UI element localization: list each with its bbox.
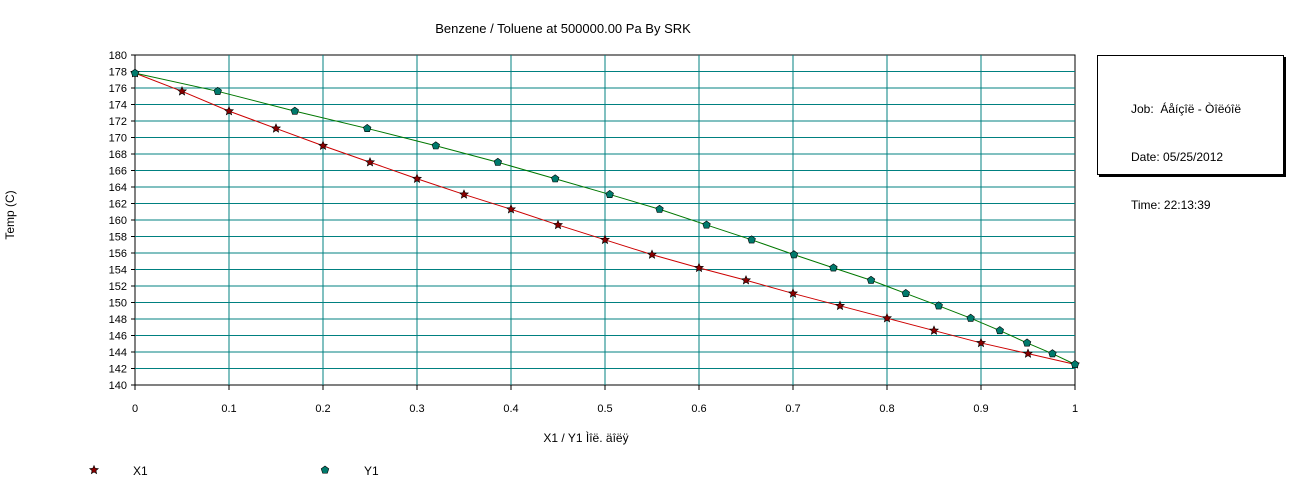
point-x1 [693,262,705,273]
point-y1 [290,106,299,115]
grid-lines [135,55,1075,385]
point-y1 [605,190,614,198]
point-x1 [740,274,752,285]
y-tick-label: 172 [109,116,127,128]
point-y1 [363,124,372,132]
y-tick-label: 174 [109,100,127,112]
point-x1 [975,337,987,348]
point-x1 [834,300,846,311]
x-tick-label: 1 [1072,403,1078,415]
point-y1 [934,301,943,310]
point-x1 [317,140,329,151]
y-tick-label: 146 [109,331,127,343]
x-tick-label: 0 [132,403,138,415]
x-tick-label: 0.2 [315,403,330,415]
job-label: Job: Áåíçîë - Òîëóîë [1131,102,1242,116]
y-tick-label: 148 [109,314,127,326]
y-axis-label: Temp (C) [3,190,17,239]
series-layer [129,67,1081,369]
point-y1 [1070,360,1080,368]
x-tick-label: 0.1 [221,403,236,415]
point-x1 [364,156,376,167]
point-x1 [505,203,517,214]
y-tick-label: 176 [109,83,127,95]
point-y1 [1048,349,1057,358]
legend-label-x1: X1 [133,464,148,478]
point-y1 [789,250,799,259]
legend-marker-y1 [320,465,330,474]
point-x1 [458,189,470,199]
y-tick-label: 180 [109,50,127,62]
y-tick-label: 178 [109,67,127,79]
point-y1 [431,141,440,150]
point-y1 [747,235,756,244]
point-x1 [552,219,564,230]
point-y1 [130,68,140,77]
x-tick-labels: 0 0.1 0.2 0.3 0.4 0.5 0.6 0.7 0.8 0.9 1 [132,385,1078,415]
point-x1 [599,234,611,245]
legend-marker-x1 [88,464,100,475]
point-x1 [270,123,282,133]
y-tick-label: 150 [109,298,127,310]
y-tick-label: 144 [109,347,127,359]
y-tick-label: 160 [109,215,127,227]
x-axis-label: X1 / Y1 Ìîë. äîëÿ [543,430,628,445]
point-y1 [966,313,975,322]
x-tick-label: 0.6 [691,403,706,415]
y-tick-label: 152 [109,281,127,293]
point-x1 [928,325,940,335]
point-y1 [493,157,502,166]
point-x1 [1022,348,1034,358]
x-tick-label: 0.9 [973,403,988,415]
x-tick-label: 0.7 [785,403,800,415]
y-tick-label: 170 [109,133,127,145]
point-x1 [881,312,893,323]
point-x1 [787,288,799,298]
point-x1 [646,249,658,259]
x-tick-label: 0.4 [503,403,518,415]
y-tick-label: 140 [109,380,127,392]
y-tick-labels: 140 142 144 146 148 150 152 154 156 158 160 162 164 1… [109,50,135,392]
y-tick-label: 154 [109,265,127,277]
y-tick-label: 168 [109,149,127,161]
legend: X1 Y1 [88,464,379,478]
y-tick-label: 166 [109,166,127,178]
point-y1 [655,204,664,213]
x-tick-label: 0.3 [409,403,424,415]
point-x1 [411,173,423,184]
y-tick-label: 158 [109,232,127,244]
legend-label-y1: Y1 [364,464,379,478]
point-y1 [702,220,711,229]
y-tick-label: 142 [109,364,127,376]
date-label: Date: 05/25/2012 [1131,150,1224,164]
point-y1 [551,174,560,183]
point-y1 [1022,338,1032,347]
y-tick-label: 162 [109,199,127,211]
point-y1 [829,263,838,272]
point-x1 [176,86,188,96]
point-x1 [223,105,235,116]
time-label: Time: 22:13:39 [1131,198,1211,212]
point-y1 [866,275,876,284]
x-tick-label: 0.5 [597,403,612,415]
point-y1 [995,326,1004,335]
info-box: Job: Áåíçîë - Òîëóîë Date: 05/25/2012 Ti… [1097,55,1284,212]
chart-title: Benzene / Toluene at 500000.00 Pa By SRK [435,21,691,36]
point-y1 [901,289,910,297]
point-y1 [213,86,222,95]
x-tick-label: 0.8 [879,403,894,415]
y-tick-label: 156 [109,248,127,260]
y-tick-label: 164 [109,182,127,194]
